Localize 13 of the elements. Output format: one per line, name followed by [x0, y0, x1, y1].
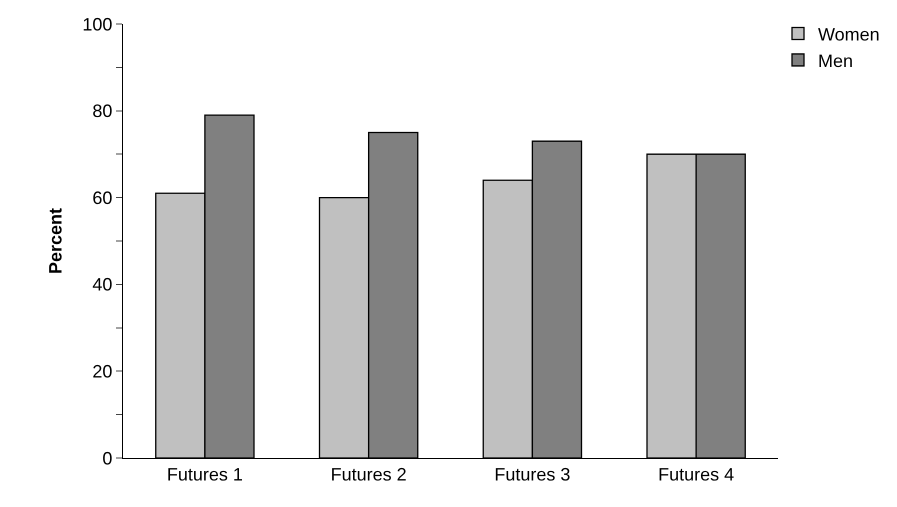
y-tick-label: 0 — [102, 448, 112, 468]
y-tick-label: 100 — [82, 14, 112, 34]
y-tick-label: 40 — [92, 274, 112, 295]
y-tick-label: 80 — [92, 101, 112, 122]
x-tick-label: Futures 3 — [494, 464, 570, 485]
x-tick-label: Futures 2 — [330, 464, 407, 485]
legend-label: Women — [818, 24, 880, 45]
y-tick-label: 60 — [92, 188, 112, 208]
x-tick-label: Futures 4 — [658, 464, 734, 485]
x-tick-label: Futures 1 — [166, 464, 243, 485]
legend-label: Men — [818, 50, 854, 71]
y-axis-title: Percent — [46, 208, 66, 274]
y-tick-label: 20 — [92, 362, 112, 382]
